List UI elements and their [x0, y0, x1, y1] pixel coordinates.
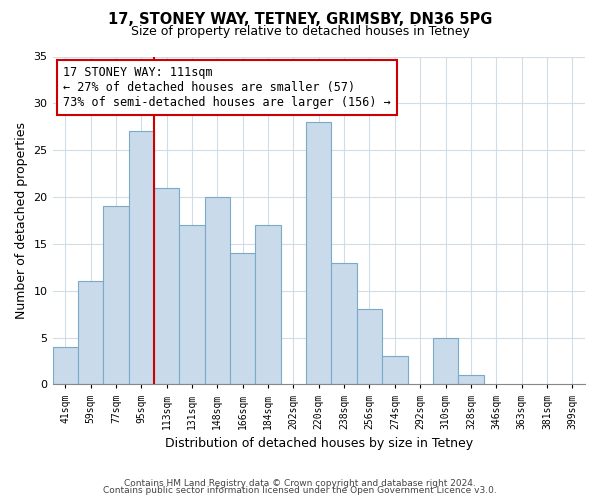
Text: 17 STONEY WAY: 111sqm
← 27% of detached houses are smaller (57)
73% of semi-deta: 17 STONEY WAY: 111sqm ← 27% of detached … — [63, 66, 391, 110]
Text: Contains HM Land Registry data © Crown copyright and database right 2024.: Contains HM Land Registry data © Crown c… — [124, 478, 476, 488]
Bar — [458, 375, 484, 384]
Bar — [382, 356, 407, 384]
Bar — [230, 253, 256, 384]
Text: 17, STONEY WAY, TETNEY, GRIMSBY, DN36 5PG: 17, STONEY WAY, TETNEY, GRIMSBY, DN36 5P… — [108, 12, 492, 28]
Bar — [357, 310, 382, 384]
Bar — [179, 225, 205, 384]
Bar — [433, 338, 458, 384]
Bar — [154, 188, 179, 384]
Bar — [205, 197, 230, 384]
X-axis label: Distribution of detached houses by size in Tetney: Distribution of detached houses by size … — [165, 437, 473, 450]
Bar — [103, 206, 128, 384]
Bar — [331, 262, 357, 384]
Bar — [78, 282, 103, 385]
Text: Size of property relative to detached houses in Tetney: Size of property relative to detached ho… — [131, 25, 469, 38]
Bar — [306, 122, 331, 384]
Bar — [53, 347, 78, 385]
Text: Contains public sector information licensed under the Open Government Licence v3: Contains public sector information licen… — [103, 486, 497, 495]
Bar — [256, 225, 281, 384]
Y-axis label: Number of detached properties: Number of detached properties — [15, 122, 28, 319]
Bar — [128, 132, 154, 384]
